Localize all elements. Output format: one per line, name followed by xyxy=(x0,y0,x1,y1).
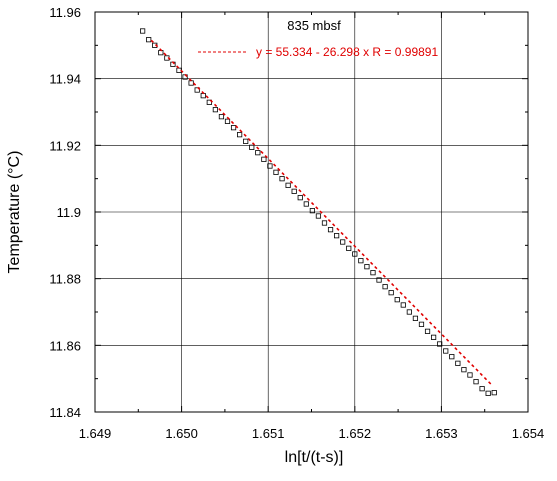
data-point xyxy=(315,213,322,219)
data-point xyxy=(309,208,315,214)
grid-lines xyxy=(95,12,528,412)
y-tick-label: 11.9 xyxy=(57,205,81,220)
data-point xyxy=(394,297,400,303)
data-point xyxy=(237,132,243,138)
x-axis-title: ln[t/(t-s)] xyxy=(285,449,344,466)
data-point xyxy=(431,334,437,340)
x-tick-label: 1.654 xyxy=(512,426,545,441)
data-point xyxy=(279,176,285,182)
data-point xyxy=(273,169,279,175)
data-point xyxy=(364,264,370,270)
legend-fit-label: y = 55.334 - 26.298 x R = 0.99891 xyxy=(256,45,438,59)
data-point xyxy=(449,354,455,360)
y-tick-label: 11.94 xyxy=(49,72,81,87)
data-point xyxy=(376,277,382,283)
y-tick-label: 11.86 xyxy=(49,338,81,353)
data-point xyxy=(382,284,388,290)
plot-frame xyxy=(94,11,529,413)
data-point xyxy=(424,328,431,334)
data-points xyxy=(140,28,497,396)
data-point xyxy=(485,390,491,396)
data-point xyxy=(243,138,249,144)
data-point xyxy=(321,220,328,226)
data-point xyxy=(388,290,394,296)
data-point xyxy=(467,372,473,378)
x-tick-label: 1.652 xyxy=(339,426,372,441)
data-point xyxy=(261,156,267,162)
fit-line xyxy=(150,39,493,386)
y-tick-labels: 11.84 11.86 11.88 11.9 11.92 11.94 11.96 xyxy=(49,5,81,420)
data-point xyxy=(443,348,449,354)
data-point xyxy=(346,245,352,251)
x-tick-label: 1.651 xyxy=(252,426,285,441)
data-point xyxy=(437,341,443,347)
data-point xyxy=(327,227,334,233)
data-point xyxy=(406,309,412,315)
data-point xyxy=(218,114,225,120)
data-point xyxy=(212,107,218,113)
data-point xyxy=(230,125,237,131)
y-tick-label: 11.88 xyxy=(49,272,81,287)
x-tick-label: 1.649 xyxy=(79,426,112,441)
data-point xyxy=(491,390,497,396)
data-point xyxy=(249,144,255,150)
y-tick-label: 11.96 xyxy=(49,5,81,20)
data-point xyxy=(285,182,291,188)
data-point xyxy=(340,239,346,245)
data-point xyxy=(370,270,376,276)
chart-title: 835 mbsf xyxy=(287,18,341,33)
x-tick-labels: 1.649 1.650 1.651 1.652 1.653 1.654 xyxy=(79,426,545,441)
data-point xyxy=(418,321,425,327)
data-point xyxy=(352,251,358,257)
data-point xyxy=(224,118,231,124)
data-point xyxy=(400,302,406,308)
data-point xyxy=(255,150,261,156)
y-axis-title: Temperature (°C) xyxy=(6,151,23,274)
data-point xyxy=(455,360,461,366)
data-point xyxy=(291,188,297,194)
data-point xyxy=(412,315,419,321)
y-tick-label: 11.84 xyxy=(49,405,81,420)
data-point xyxy=(334,233,340,239)
data-point xyxy=(358,258,364,264)
data-point xyxy=(297,195,303,201)
data-point xyxy=(146,37,152,43)
data-point xyxy=(140,28,146,34)
x-tick-label: 1.653 xyxy=(425,426,458,441)
data-point xyxy=(479,386,485,392)
data-point xyxy=(461,367,467,373)
data-point xyxy=(303,201,309,207)
data-point xyxy=(267,163,273,169)
x-tick-label: 1.650 xyxy=(165,426,198,441)
y-tick-label: 11.92 xyxy=(49,138,81,153)
data-point xyxy=(473,379,479,385)
